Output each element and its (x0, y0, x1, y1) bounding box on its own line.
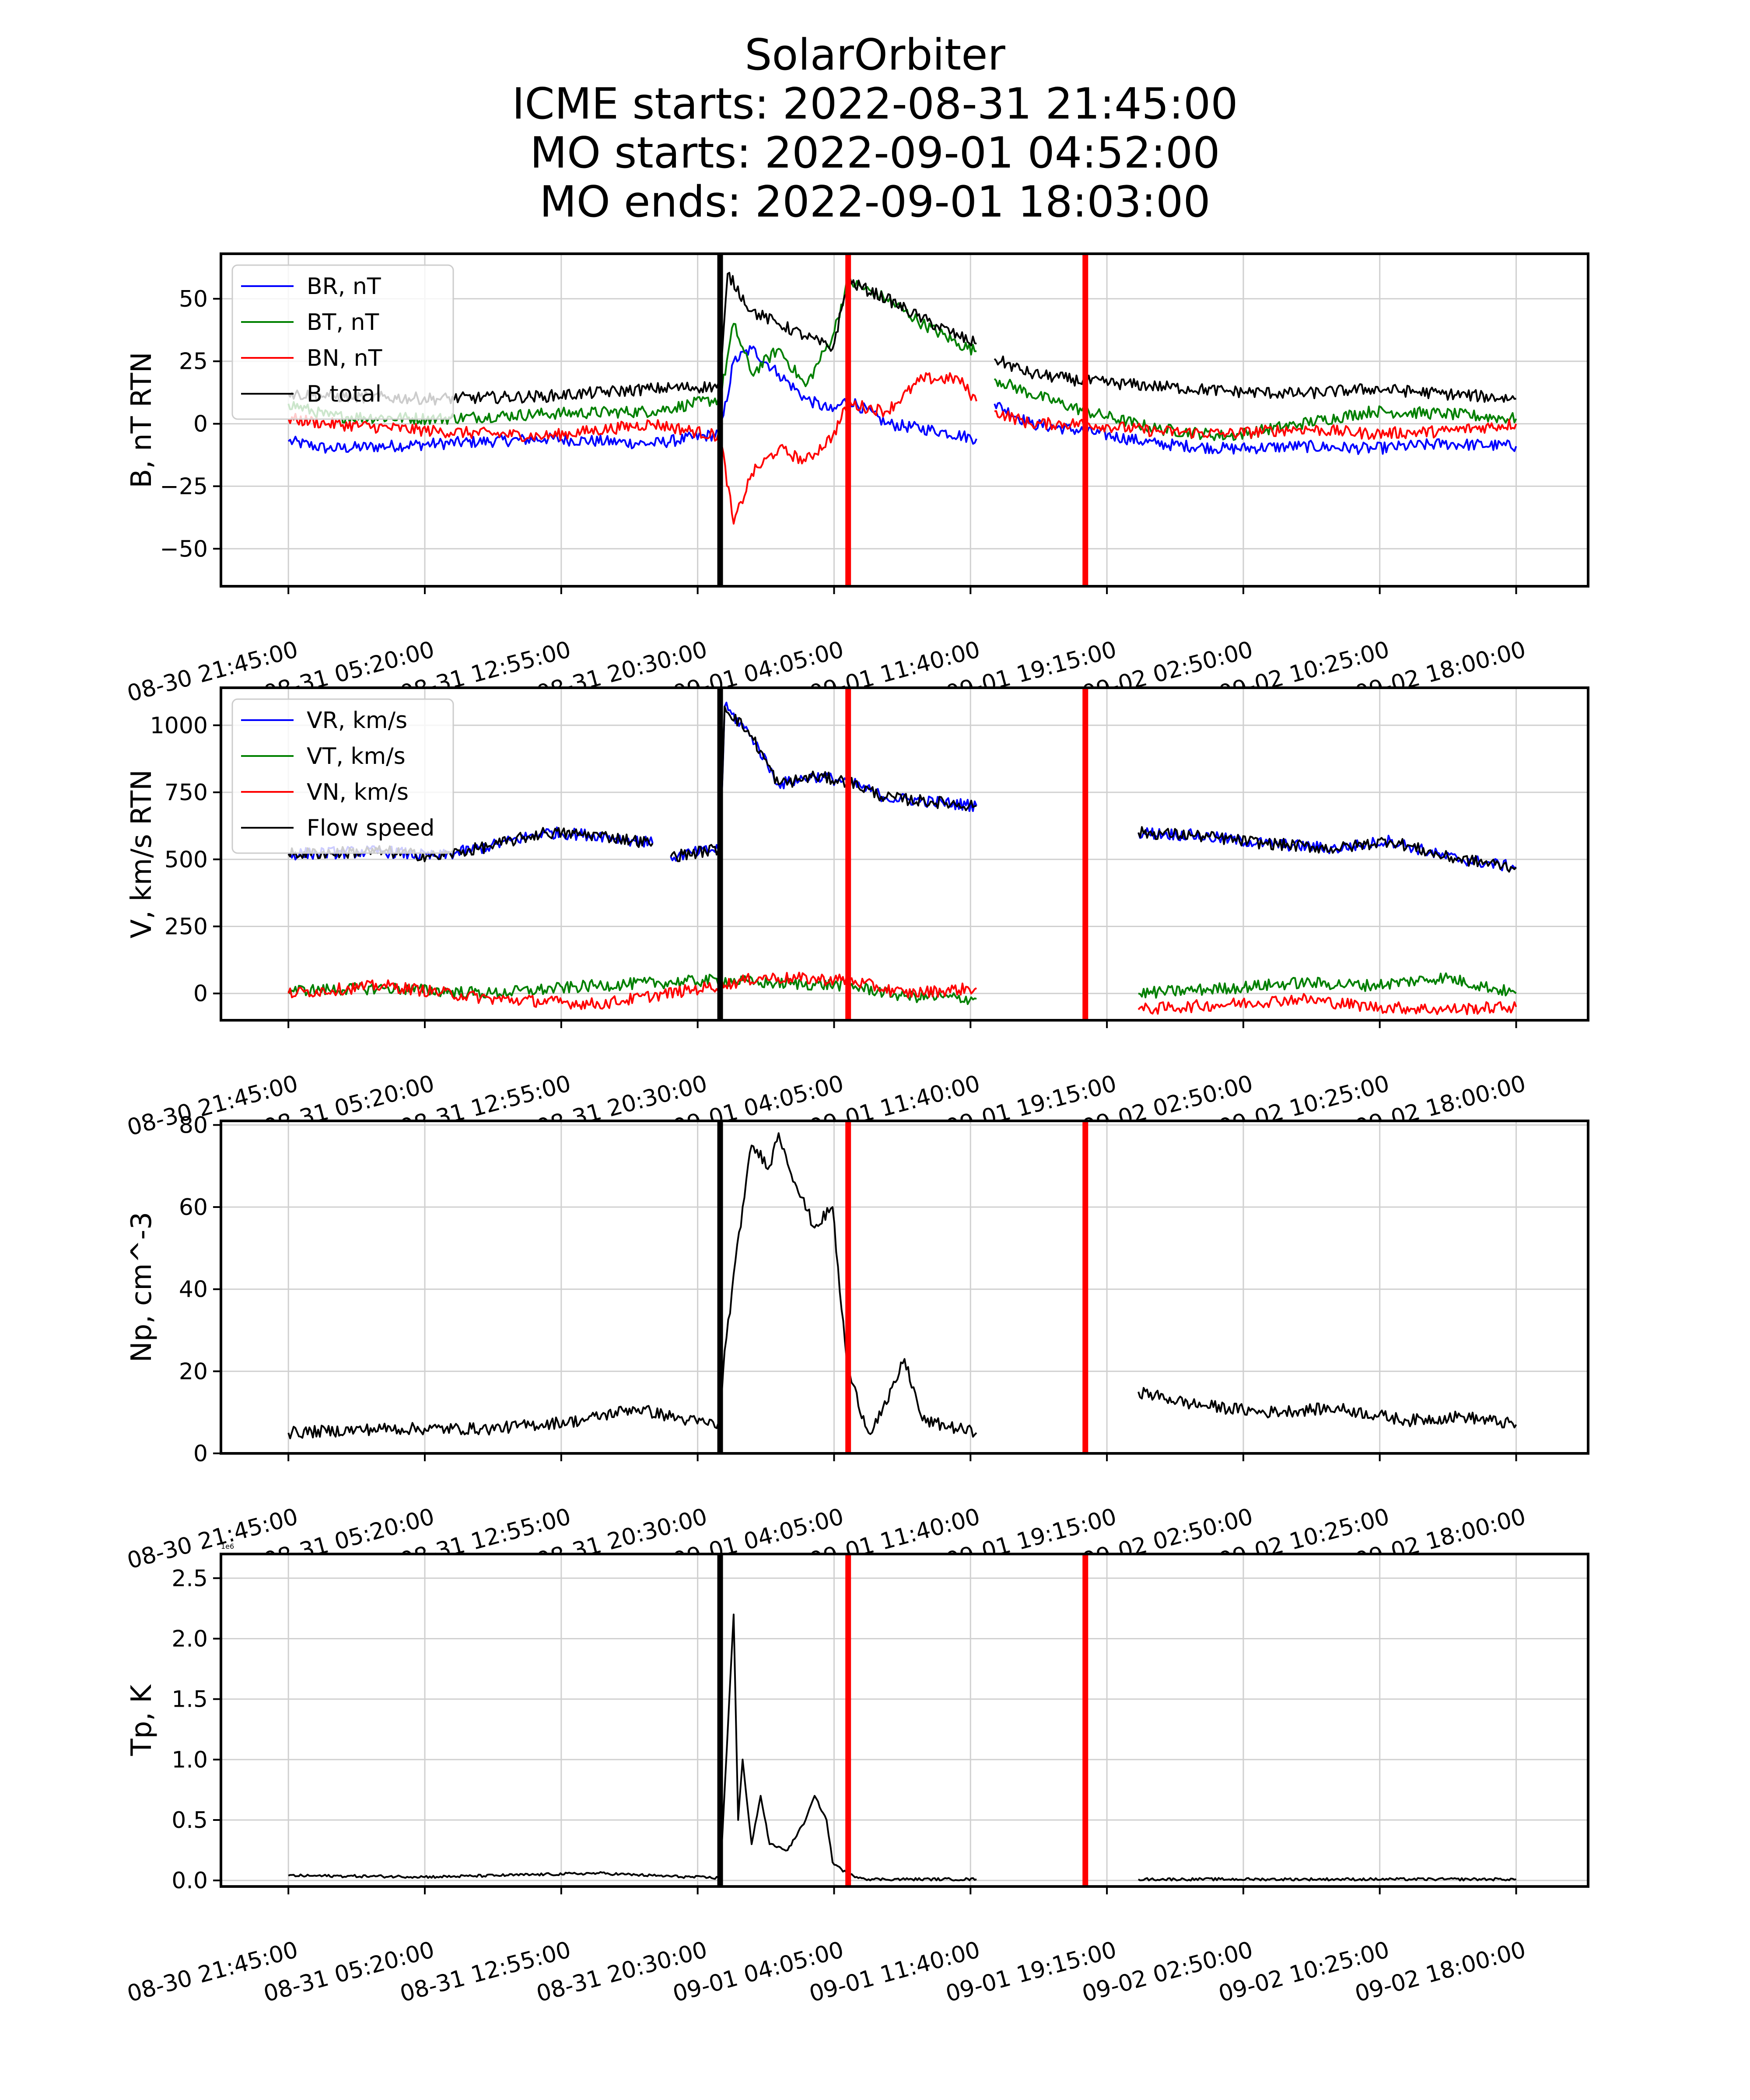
series-line-b-2 (287, 372, 1517, 525)
series-line-b-0 (287, 345, 1517, 455)
title-line-2: ICME starts: 2022-08-31 21:45:00 (512, 79, 1238, 129)
title-line-3: MO starts: 2022-09-01 04:52:00 (530, 128, 1220, 178)
chart-title: SolarOrbiter ICME starts: 2022-08-31 21:… (0, 31, 1750, 227)
y-tick-label: 1.5 (172, 1687, 208, 1713)
series-line-v-2 (287, 972, 1517, 1015)
series-group (287, 1132, 1517, 1439)
y-tick-label: 0 (193, 1441, 208, 1467)
y-tick-label: 750 (164, 780, 208, 806)
legend: BR, nT BT, nT BN, nT B total (231, 264, 454, 420)
y-tick-label: 2.5 (172, 1565, 208, 1592)
plot-area (221, 1554, 1588, 1886)
series-line-np-0 (287, 1132, 1517, 1439)
legend-label: B total (307, 381, 382, 407)
y-tick-label: 60 (179, 1194, 208, 1221)
y-tick-label: 250 (164, 914, 208, 940)
y-tick-label: 500 (164, 847, 208, 873)
legend-label: VR, km/s (307, 707, 407, 734)
legend-label: VN, km/s (307, 779, 409, 805)
legend-box (231, 264, 454, 420)
plot-area (221, 1121, 1588, 1453)
series-group (288, 1614, 1516, 1882)
axes-frame (220, 1120, 1589, 1455)
y-axis-label: Np, cm^-3 (126, 1212, 158, 1362)
y-tick-label: 0 (193, 411, 208, 438)
y-axis-label: V, km/s RTN (126, 770, 158, 938)
y-tick-label: 2.0 (172, 1626, 208, 1652)
y-tick-label: 1000 (150, 713, 208, 739)
y-tick-label: 25 (179, 349, 208, 375)
y-tick-label: 80 (179, 1112, 208, 1138)
legend-label: Flow speed (307, 815, 434, 841)
legend: VR, km/s VT, km/s VN, km/s Flow speed (231, 698, 454, 854)
title-line-4: MO ends: 2022-09-01 18:03:00 (539, 177, 1211, 227)
axes-frame (220, 252, 1589, 588)
y-axis-label: B, nT RTN (126, 352, 158, 488)
y-scale-label: 1e6 (221, 1542, 234, 1550)
legend-box (231, 698, 454, 854)
axes-frame (220, 686, 1589, 1022)
y-tick-label: 20 (179, 1358, 208, 1385)
y-tick-label: 1.0 (172, 1747, 208, 1773)
legend-label: BN, nT (307, 345, 382, 371)
y-axis-label: Tp, K (126, 1684, 158, 1756)
title-line-1: SolarOrbiter (745, 30, 1005, 80)
y-tick-label: −25 (160, 473, 208, 500)
y-tick-label: −50 (160, 536, 208, 562)
y-tick-label: 0.5 (172, 1807, 208, 1834)
y-tick-label: 0.0 (172, 1868, 208, 1894)
legend-label: VT, km/s (307, 743, 406, 770)
legend-label: BR, nT (307, 273, 381, 300)
series-line-tp-0 (288, 1614, 1516, 1882)
series-group (287, 701, 1517, 1015)
y-tick-label: 50 (179, 286, 208, 312)
axes-frame (220, 1553, 1589, 1888)
y-tick-label: 0 (193, 981, 208, 1007)
legend-label: BT, nT (307, 309, 379, 336)
y-tick-label: 40 (179, 1277, 208, 1303)
